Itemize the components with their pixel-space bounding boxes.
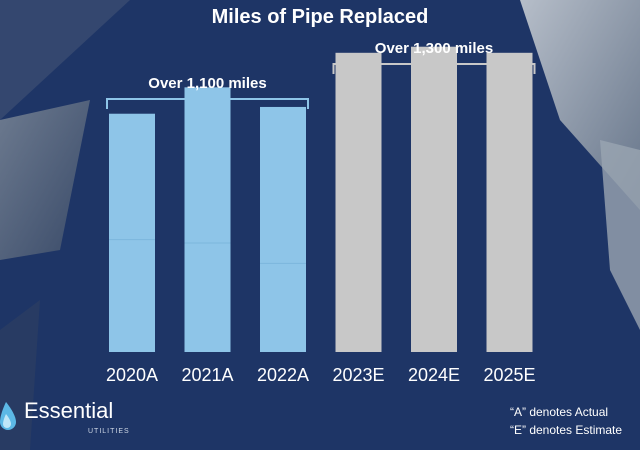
logo-wordmark: Essential bbox=[24, 398, 114, 423]
annotation-estimate-label: Over 1,300 miles bbox=[374, 40, 494, 57]
chart-title: Miles of Pipe Replaced bbox=[211, 6, 429, 28]
logo-tagline: UTILITIES bbox=[88, 428, 130, 435]
x-tick-label: 2024E bbox=[407, 365, 461, 385]
bar-2021A-seg1 bbox=[184, 87, 231, 244]
x-tick-label: 2021A bbox=[181, 365, 234, 385]
x-tick-label: 2020A bbox=[105, 365, 159, 385]
x-tick-label: 2025E bbox=[483, 365, 536, 385]
bar-2020A-seg0 bbox=[109, 239, 155, 352]
x-tick-label: 2023E bbox=[332, 365, 385, 385]
bar-2022A-seg1 bbox=[260, 106, 306, 264]
water-drop-icon bbox=[0, 402, 16, 430]
bar-2022A-seg0 bbox=[260, 263, 306, 352]
bar-2024E bbox=[411, 46, 457, 352]
company-logo: Essential UTILITIES bbox=[0, 398, 130, 446]
x-tick-label: 2022A bbox=[256, 365, 310, 385]
bar-2021A-seg0 bbox=[184, 243, 231, 352]
annotation-bracket bbox=[106, 98, 309, 109]
annotation-bracket bbox=[332, 63, 536, 74]
annotation-actual-label: Over 1,100 miles bbox=[148, 75, 267, 92]
bar-2020A-seg1 bbox=[109, 113, 155, 240]
footnote-estimate: “E” denotes Estimate bbox=[510, 423, 623, 437]
footnote-actual: “A” denotes Actual bbox=[510, 405, 609, 419]
bar-2023E bbox=[335, 52, 382, 353]
bar-2025E bbox=[486, 52, 533, 353]
